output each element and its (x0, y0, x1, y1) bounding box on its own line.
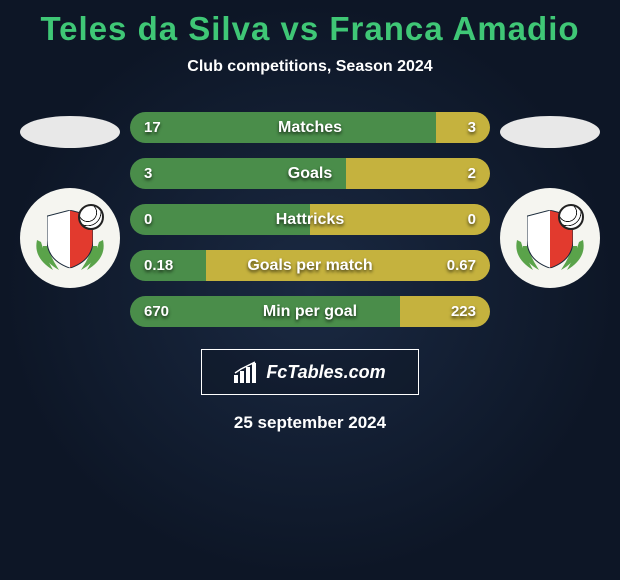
stat-seg-left (130, 204, 310, 235)
date-text: 25 september 2024 (234, 413, 386, 433)
stat-seg-right (400, 296, 490, 327)
soccer-ball-icon (558, 204, 584, 230)
comparison-widget: Teles da Silva vs Franca Amadio Club com… (0, 0, 620, 433)
right-player-placeholder (500, 116, 600, 148)
stat-seg-left (130, 250, 206, 281)
stat-bar: 670223Min per goal (130, 296, 490, 327)
stat-bar: 0.180.67Goals per match (130, 250, 490, 281)
stat-seg-right (310, 204, 490, 235)
bar-chart-icon (234, 361, 260, 383)
stat-seg-left (130, 158, 346, 189)
stat-seg-left (130, 296, 400, 327)
main-row: 173Matches 32Goals 00Hattricks 0.180.67Goal… (0, 106, 620, 327)
soccer-ball-icon (78, 204, 104, 230)
right-club-crest (500, 188, 600, 288)
left-player-col (10, 106, 130, 288)
stat-seg-right (346, 158, 490, 189)
left-player-placeholder (20, 116, 120, 148)
stats-column: 173Matches 32Goals 00Hattricks 0.180.67Goal… (130, 106, 490, 327)
stat-bar: 32Goals (130, 158, 490, 189)
subtitle: Club competitions, Season 2024 (187, 58, 432, 76)
brand-text: FcTables.com (266, 362, 385, 383)
stat-bar: 173Matches (130, 112, 490, 143)
right-player-col (490, 106, 610, 288)
stat-seg-right (436, 112, 490, 143)
brand-badge[interactable]: FcTables.com (201, 349, 419, 395)
page-title: Teles da Silva vs Franca Amadio (40, 10, 579, 48)
stat-seg-right (206, 250, 490, 281)
stat-bar: 00Hattricks (130, 204, 490, 235)
stat-seg-left (130, 112, 436, 143)
left-club-crest (20, 188, 120, 288)
